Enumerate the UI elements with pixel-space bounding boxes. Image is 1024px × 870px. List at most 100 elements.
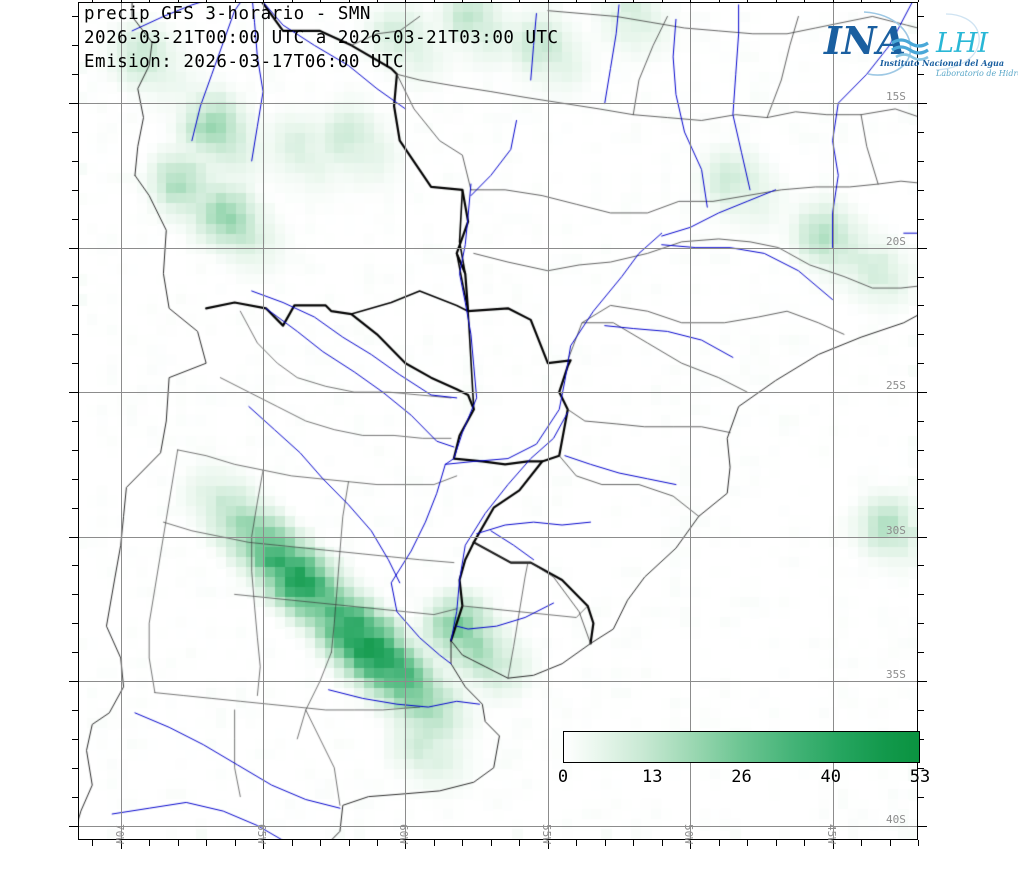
tick-top-53W (604, 0, 606, 2)
tick-right-18S (918, 189, 924, 191)
tick-left-27S (72, 449, 78, 451)
tick-top-52W (633, 0, 635, 2)
colorbar-label-53: 53 (909, 767, 931, 787)
tick-bottom-48W (747, 840, 749, 846)
tick-top-61W (376, 0, 378, 2)
tick-left-33S (72, 623, 78, 625)
tick-right-28S (918, 478, 924, 480)
colorbar-label-26: 26 (731, 767, 752, 787)
tick-left-13S (72, 45, 78, 47)
tick-left-36S (72, 709, 78, 711)
tick-top-65W (263, 0, 265, 2)
tick-left-38S (72, 767, 78, 769)
tick-right-21S (918, 276, 924, 278)
tick-top-67W (206, 0, 208, 2)
tick-top-68W (177, 0, 179, 2)
tick-top-71W (92, 0, 94, 2)
logo-arc-mark (863, 11, 980, 76)
tick-right-15S (918, 103, 927, 105)
logo-water-waves (891, 38, 929, 61)
tick-left-30S (69, 536, 78, 538)
tick-top-54W (576, 0, 578, 2)
tick-bottom-42W (918, 840, 919, 846)
logo-text-lhi: LHI (935, 28, 989, 59)
tick-right-19S (918, 218, 924, 220)
gridline-lon-65W (263, 2, 265, 840)
tick-bottom-66W (234, 840, 236, 846)
tick-bottom-45W (832, 840, 834, 849)
tick-left-22S (72, 305, 78, 307)
tick-bottom-55W (547, 840, 549, 849)
gridline-lat-15S (78, 103, 918, 105)
tick-top-49W (718, 0, 720, 2)
tick-top-47W (775, 0, 777, 2)
gridline-lat-30S (78, 536, 918, 538)
tick-bottom-69W (149, 840, 151, 846)
tick-left-31S (72, 565, 78, 567)
tick-bottom-62W (348, 840, 350, 846)
tick-top-60W (405, 0, 407, 2)
tick-right-39S (918, 796, 924, 798)
gridline-lat-25S (78, 392, 918, 394)
tick-bottom-46W (804, 840, 806, 846)
tick-left-18S (72, 189, 78, 191)
colorbar: 0 13 26 40 53 (558, 731, 930, 787)
tick-left-12S (72, 16, 78, 18)
lat-label-15S: 15S (886, 90, 906, 104)
tick-right-22S (918, 305, 924, 307)
tick-bottom-59W (433, 840, 435, 846)
tick-bottom-58W (462, 840, 464, 846)
gridline-lat-40S (78, 825, 918, 827)
lon-label-60W: 60W (397, 824, 411, 844)
gridline-lat-35S (78, 681, 918, 683)
tick-left-16S (72, 132, 78, 134)
lat-label-35S: 35S (886, 668, 906, 682)
tick-right-17S (918, 160, 924, 162)
tick-right-38S (918, 767, 924, 769)
tick-top-48W (747, 0, 749, 2)
tick-right-34S (918, 652, 924, 654)
tick-left-21S (72, 276, 78, 278)
tick-left-32S (72, 594, 78, 596)
tick-right-24S (918, 363, 924, 365)
tick-left-17S (72, 160, 78, 162)
tick-left-28S (72, 478, 78, 480)
tick-top-46W (804, 0, 806, 2)
tick-left-20S (69, 247, 78, 249)
tick-right-23S (918, 334, 924, 336)
tick-bottom-44W (861, 840, 863, 846)
tick-left-26S (72, 421, 78, 422)
tick-right-31S (918, 565, 924, 567)
tick-bottom-43W (889, 840, 891, 846)
tick-top-66W (234, 0, 236, 2)
tick-top-58W (462, 0, 464, 2)
tick-right-26S (918, 421, 924, 422)
tick-bottom-71W (92, 840, 94, 846)
tick-bottom-54W (576, 840, 578, 846)
lon-label-50W: 50W (682, 824, 696, 844)
tick-left-24S (72, 363, 78, 365)
tick-left-40S (69, 825, 78, 827)
tick-top-63W (320, 0, 322, 2)
tick-bottom-49W (718, 840, 720, 846)
tick-bottom-52W (633, 840, 635, 846)
tick-left-34S (72, 652, 78, 654)
tick-top-43W (889, 0, 891, 2)
tick-right-37S (918, 738, 924, 740)
tick-bottom-56W (519, 840, 521, 846)
tick-left-15S (69, 103, 78, 105)
tick-top-51W (661, 0, 663, 2)
tick-right-27S (918, 449, 924, 451)
tick-right-20S (918, 247, 927, 249)
gridline-lon-45W (832, 2, 834, 840)
tick-bottom-63W (320, 840, 322, 846)
tick-bottom-65W (263, 840, 265, 849)
ina-lhi-logo: INA LHI Instituto Nacional del Agua Labo… (818, 8, 1024, 80)
lat-label-30S: 30S (886, 523, 906, 537)
lon-label-65W: 65W (255, 824, 269, 844)
tick-top-57W (490, 0, 492, 2)
lat-label-25S: 25S (886, 379, 906, 393)
tick-bottom-47W (775, 840, 777, 846)
tick-right-32S (918, 594, 924, 596)
